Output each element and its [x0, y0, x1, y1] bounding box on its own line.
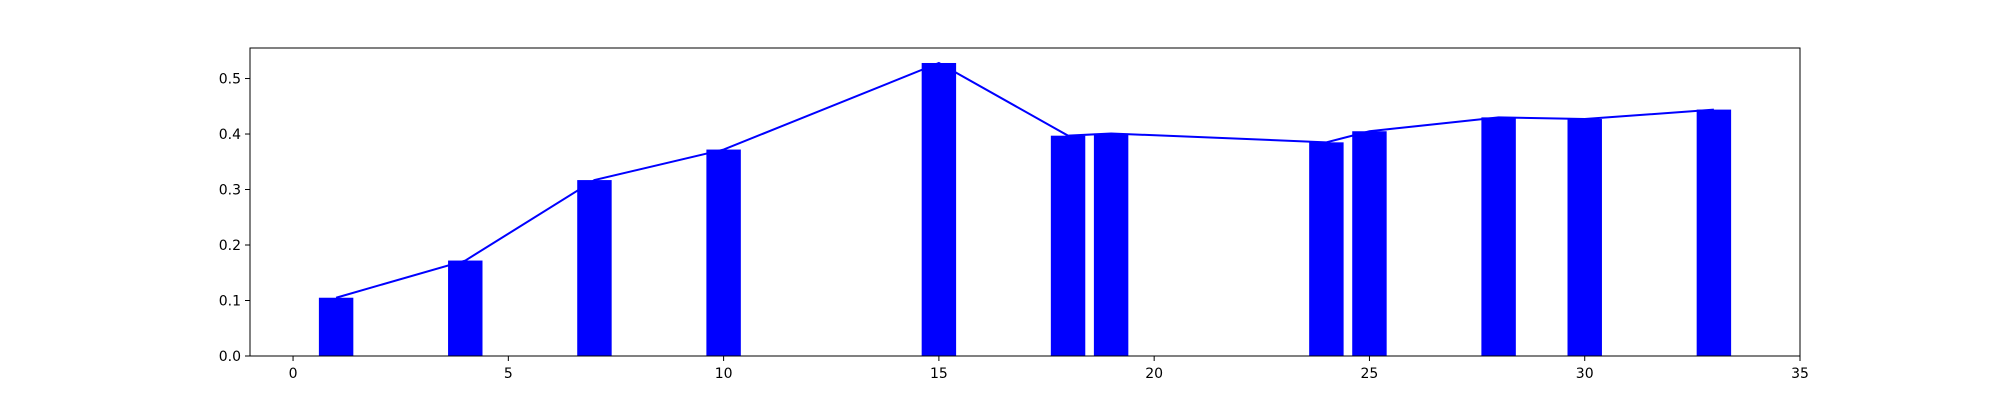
y-tick-label: 0.3 [219, 183, 241, 199]
y-tick-label: 0.2 [219, 238, 241, 254]
bar [1309, 142, 1344, 356]
x-tick-label: 5 [504, 366, 513, 382]
y-tick-label: 0.1 [219, 294, 241, 310]
axes-frame [249, 47, 1801, 357]
bar [1696, 109, 1732, 356]
y-axis-ticks: 0.0 0.1 0.2 0.3 0.4 0.5 [219, 72, 250, 365]
bar [921, 62, 957, 356]
bar [706, 149, 741, 356]
x-axis-ticks: 0 5 10 15 20 25 30 35 [289, 356, 1809, 382]
x-tick-label: 35 [1791, 366, 1809, 382]
y-tick-label: 0.5 [219, 72, 241, 88]
x-tick-label: 25 [1361, 366, 1379, 382]
x-tick-label: 10 [715, 366, 733, 382]
series-line [335, 61, 1714, 299]
x-tick-label: 20 [1145, 366, 1163, 382]
bar [1481, 117, 1516, 356]
line-layer [335, 61, 1714, 299]
bar [1050, 135, 1086, 356]
bar [1567, 119, 1602, 356]
y-tick-label: 0.0 [219, 349, 241, 365]
bar [1093, 133, 1129, 356]
x-tick-label: 30 [1576, 366, 1594, 382]
y-tick-label: 0.4 [219, 127, 241, 143]
x-tick-label: 15 [930, 366, 948, 382]
bar [1352, 131, 1387, 356]
bar [577, 180, 612, 356]
bar [448, 260, 483, 356]
x-tick-label: 0 [289, 366, 298, 382]
bars-layer [318, 62, 1732, 356]
bar [318, 297, 354, 356]
